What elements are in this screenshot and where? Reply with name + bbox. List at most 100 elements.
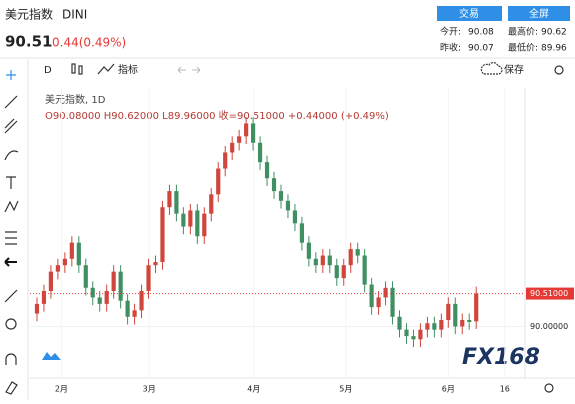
candle-body [62, 258, 67, 266]
stat-label: 昨收: [440, 42, 461, 54]
candle-body [132, 310, 137, 317]
candle-body [216, 168, 221, 195]
x-tick-label: 3月 [143, 385, 156, 394]
candle-body [467, 320, 472, 322]
stat-value: 90.07 [468, 44, 494, 54]
candle-body [251, 123, 256, 143]
candle-body [104, 291, 109, 304]
candle-body [76, 242, 81, 266]
price: 90.51 [5, 33, 52, 51]
y-tick-label: 90.00000 [530, 322, 568, 331]
logo: FX168 [462, 345, 540, 370]
candle-body [383, 287, 388, 298]
candle-body [202, 213, 207, 237]
axis-settings[interactable] [544, 383, 554, 393]
stat-label: 最高价: [508, 26, 538, 38]
candle-body [230, 142, 235, 153]
x-tick-label: 2月 [55, 385, 68, 394]
candle-body [125, 300, 130, 317]
candle-body [181, 213, 186, 227]
candle-body [446, 303, 451, 320]
candle-body [174, 191, 179, 214]
title: 美元指数 [5, 7, 53, 22]
candle-body [160, 207, 165, 262]
indicators[interactable]: 指标 [118, 63, 138, 76]
candle-body [146, 265, 151, 291]
candle-body [257, 142, 263, 163]
stat-label: 最低价: [508, 42, 538, 54]
settings-icon[interactable] [554, 65, 564, 75]
candle-body [41, 291, 47, 304]
candle-body [167, 191, 172, 208]
candle-body [453, 303, 458, 327]
stat-value: 89.96 [541, 44, 567, 54]
interval[interactable]: D [44, 65, 52, 76]
candle-body [341, 265, 346, 279]
candle-body [278, 191, 284, 201]
candle-body [83, 265, 88, 288]
cloud-badge [42, 352, 61, 360]
candle-body [69, 242, 74, 259]
candle-body [90, 287, 95, 298]
series-name: 美元指数, 1D [45, 93, 106, 106]
candle-body [460, 320, 465, 327]
ohlc-text: O90.08000 H90.62000 L89.96000 收=90.51000… [45, 109, 389, 122]
fullscreen-label[interactable]: 全屏 [529, 7, 549, 20]
fullscreen-button[interactable] [508, 6, 570, 21]
trade-button[interactable] [437, 6, 502, 21]
stat-value: 90.62 [541, 28, 567, 38]
candle-body [320, 255, 325, 266]
candle-body [327, 255, 332, 266]
candle-body [425, 323, 430, 330]
candle-body [334, 265, 339, 279]
candle-body [432, 323, 437, 330]
candle-body [397, 316, 402, 330]
candle-body [299, 223, 304, 243]
candle-body [237, 136, 242, 143]
stat-label: 今开: [440, 26, 461, 38]
save[interactable]: 保存 [504, 63, 524, 76]
change: 0.44(0.49%) [52, 36, 126, 50]
x-tick-label: 5月 [339, 385, 352, 394]
candle-body [390, 287, 395, 317]
candle-body [111, 271, 116, 291]
candle-body [404, 329, 409, 337]
candle-body [292, 210, 298, 224]
candle-body [97, 297, 102, 304]
candle-body [188, 210, 193, 227]
undo-redo[interactable] [177, 66, 201, 74]
candle-body [474, 293, 479, 322]
x-tick-label: 16 [500, 385, 510, 394]
candle-body [411, 336, 416, 340]
indicator-icon[interactable] [97, 63, 115, 75]
last-price-label: 90.51000 [530, 289, 568, 298]
candle-body [313, 258, 318, 266]
candle-body [306, 242, 311, 259]
stat-value: 90.08 [468, 28, 494, 38]
candle-body [139, 291, 144, 311]
candle-body [153, 262, 158, 266]
candle-icon[interactable] [71, 63, 83, 75]
candle-body [418, 329, 423, 340]
candle-body [355, 249, 360, 256]
x-tick-label: 4月 [247, 385, 260, 394]
candle-body [439, 320, 444, 330]
trade-label[interactable]: 交易 [459, 7, 479, 20]
candle-body [369, 284, 374, 308]
symbol: DINI [62, 8, 87, 22]
cloud-icon[interactable] [480, 62, 503, 75]
candle-body [348, 249, 353, 266]
candle-body [48, 271, 54, 291]
candle-body [362, 255, 367, 285]
candle-body [118, 271, 123, 301]
candle-body [244, 123, 249, 137]
candle-body [376, 297, 381, 308]
candle-body [285, 200, 291, 211]
candle-body [195, 210, 200, 237]
candle-body [223, 152, 228, 169]
candle-body [264, 162, 270, 179]
candle-body [209, 194, 214, 214]
drawing-tools[interactable] [4, 70, 19, 395]
x-tick-label: 6月 [442, 385, 455, 394]
